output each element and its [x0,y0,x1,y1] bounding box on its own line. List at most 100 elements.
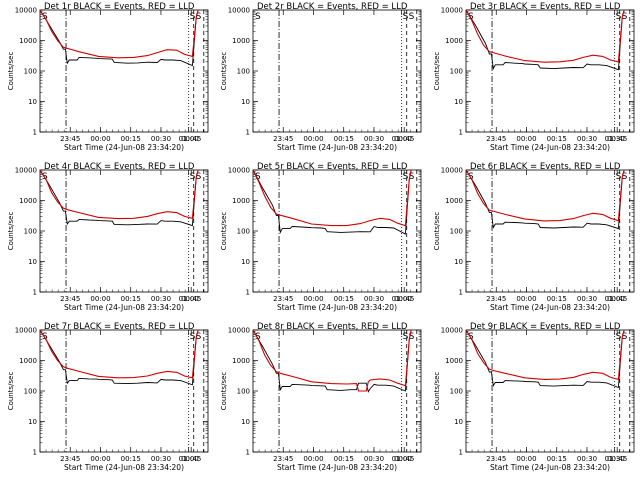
x-tick-label: 00:30 [364,295,384,303]
panel-title: Det 3r BLACK = Events, RED = LLD [470,2,621,12]
flag-marker: S [616,12,622,22]
x-tick-label: 23:45 [273,295,293,303]
panel-det-7: Det 7r BLACK = Events, RED = LLD 1 10 100 10… [7,322,209,472]
y-tick-label: 10000 [441,327,463,335]
flag-marker: S [403,332,409,342]
x-tick-label: 00:00 [303,295,323,303]
series-lld-line [39,9,199,59]
y-tick-label: 100 [450,228,463,236]
panel-det-1: Det 1r BLACK = Events, RED = LLD 1 10 100 10… [7,2,209,152]
x-tick-label: 00:15 [121,135,141,143]
flag-marker: S [409,12,415,22]
series-lld-line [252,169,412,227]
y-tick-label: 1 [246,129,250,137]
series-events-line [39,9,199,67]
series-events-line [465,329,625,389]
y-tick-label: 10 [241,418,250,426]
x-tick-label: 23:45 [60,135,80,143]
x-tick-label: 01:00 [392,135,412,143]
plot-frame [39,329,209,453]
panel-title: Det 2r BLACK = Events, RED = LLD [257,2,408,12]
flag-marker: S [622,172,628,182]
y-tick-label: 1000 [445,37,463,45]
x-tick-label: 00:30 [577,135,597,143]
y-tick-label: 1000 [19,357,37,365]
plot-frame [252,9,422,133]
x-axis-label: Start Time (24-Jun-08 23:34:20) [490,303,610,312]
y-tick-label: 1 [33,289,37,297]
x-axis-label: Start Time (24-Jun-08 23:34:20) [64,303,184,312]
y-tick-label: 10 [241,98,250,106]
x-tick-label: 00:45 [607,135,627,143]
y-tick-label: 10 [28,418,37,426]
x-tick-label: 01:30 [605,135,625,143]
y-axis-label: Counts/sec [220,212,228,251]
panel-title: Det 5r BLACK = Events, RED = LLD [257,162,408,172]
panel-title: Det 1r BLACK = Events, RED = LLD [44,2,195,12]
x-tick-label: 00:30 [151,455,171,463]
flag-marker: S [616,172,622,182]
x-axis-label: Start Time (24-Jun-08 23:34:20) [277,303,397,312]
x-tick-label: 00:00 [516,455,536,463]
series-lld-line [465,169,625,222]
x-axis-label: Start Time (24-Jun-08 23:34:20) [64,463,184,472]
x-tick-label: 00:30 [577,455,597,463]
x-tick-label: 00:15 [547,295,567,303]
y-tick-label: 10000 [228,167,250,175]
series-events-line [39,169,199,227]
y-tick-label: 1 [33,449,37,457]
x-tick-label: 23:45 [486,455,506,463]
y-tick-label: 100 [24,228,37,236]
x-tick-label: 00:45 [394,135,414,143]
flag-marker: S [196,12,202,22]
x-tick-label: 00:00 [90,135,110,143]
y-tick-label: 100 [450,68,463,76]
x-tick-label: 00:45 [181,455,201,463]
flag-marker: S [468,12,474,22]
x-tick-label: 23:45 [273,455,293,463]
panel-det-8: Det 8r BLACK = Events, RED = LLD 1 10 100 10… [220,322,422,472]
x-tick-label: 00:45 [181,295,201,303]
x-tick-label: 00:30 [364,455,384,463]
y-axis-label: Counts/sec [433,372,441,411]
x-tick-label: 00:15 [121,455,141,463]
x-tick-label: 23:45 [486,135,506,143]
series-events-line [465,169,625,230]
flag-marker: S [190,332,196,342]
x-tick-label: 00:45 [181,135,201,143]
x-tick-label: 00:45 [607,295,627,303]
x-tick-label: 00:30 [151,295,171,303]
y-tick-label: 10 [454,418,463,426]
plot-frame [465,9,635,133]
flag-marker: S [409,332,415,342]
flag-marker: S [403,172,409,182]
y-tick-label: 1000 [232,357,250,365]
y-tick-label: 10000 [441,167,463,175]
x-tick-label: 00:00 [303,455,323,463]
series-lld-line [465,329,625,381]
series-lld-line [39,169,199,220]
flag-marker: S [255,332,261,342]
y-tick-label: 10000 [228,7,250,15]
y-tick-label: 1 [246,449,250,457]
series-events-line [252,169,412,235]
panel-title: Det 6r BLACK = Events, RED = LLD [470,162,621,172]
flag-marker: S [622,12,628,22]
y-tick-label: 10000 [15,7,37,15]
panel-det-3: Det 3r BLACK = Events, RED = LLD 1 10 100 10… [433,2,635,152]
series-lld-line [252,329,412,392]
y-tick-label: 1000 [445,357,463,365]
x-tick-label: 01:00 [179,135,199,143]
panel-det-6: Det 6r BLACK = Events, RED = LLD 1 10 100 10… [433,162,635,312]
x-tick-label: 00:30 [577,295,597,303]
series-events-line [39,329,199,386]
x-tick-label: 00:00 [90,455,110,463]
x-tick-label: 00:15 [547,455,567,463]
x-tick-label: 00:15 [121,295,141,303]
y-tick-label: 10000 [15,167,37,175]
flag-marker: S [196,172,202,182]
x-tick-label: 01:30 [605,455,625,463]
flag-marker: S [403,12,409,22]
x-tick-label: 00:30 [151,135,171,143]
